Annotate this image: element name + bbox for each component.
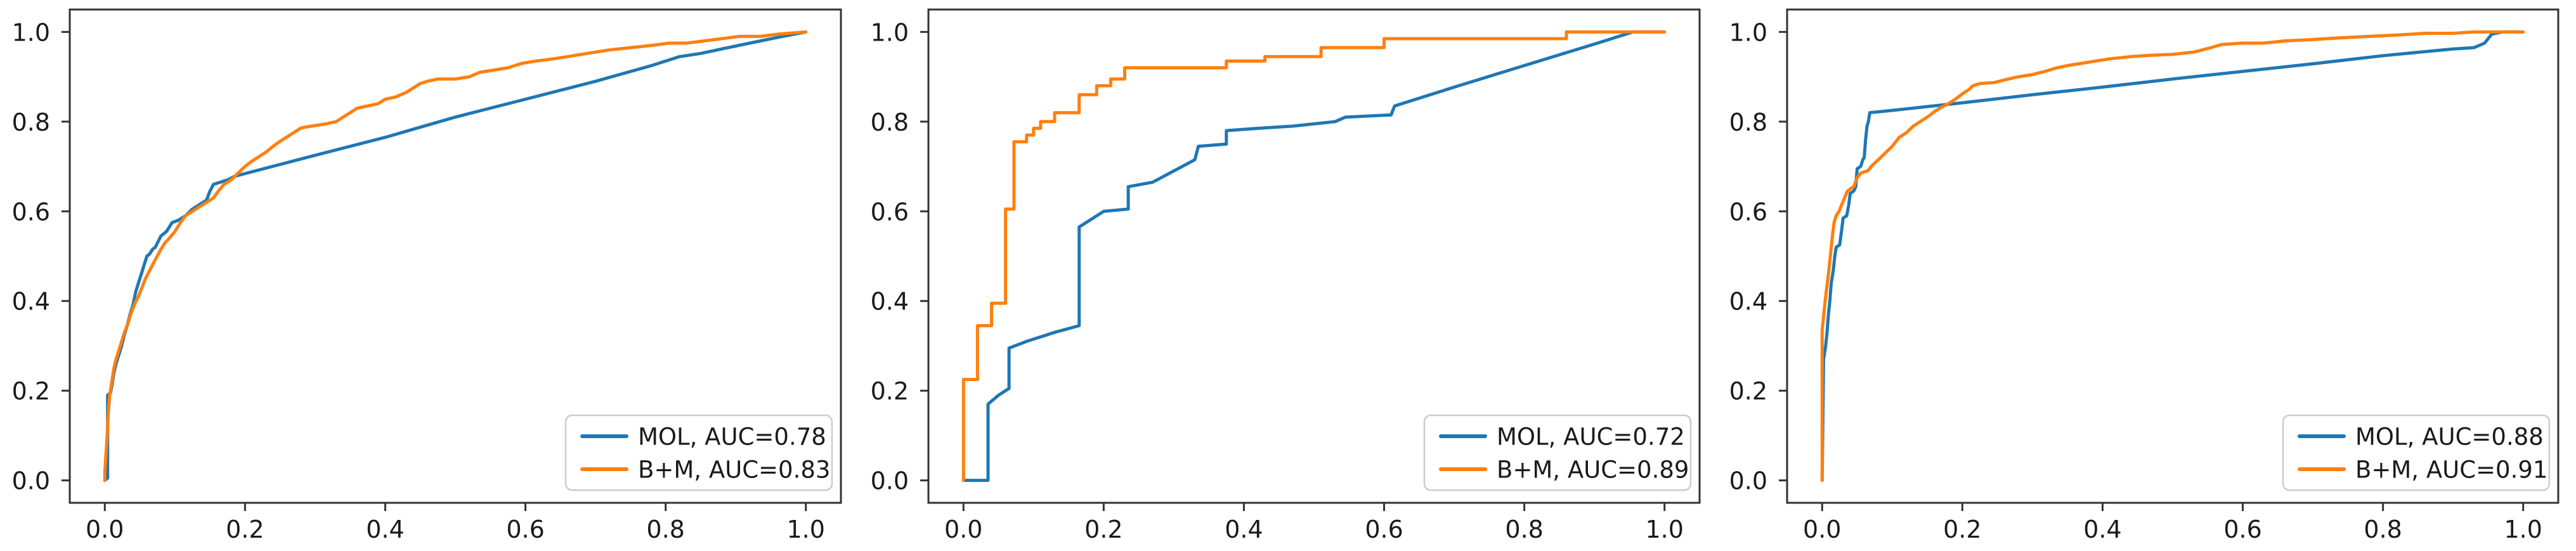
x-tick-label: 0.0: [944, 515, 982, 543]
x-tick-label: 0.6: [506, 515, 544, 543]
axes-spines: [927, 8, 1701, 504]
axes-spines: [1786, 8, 2560, 504]
legend: MOL, AUC=0.72 B+M, AUC=0.89: [1423, 414, 1692, 491]
x-tick-label: 0.4: [2083, 515, 2121, 543]
x-tick-label: 1.0: [2504, 515, 2542, 543]
roc-curve-mol: [961, 30, 1667, 483]
x-tick-label: 0.8: [2364, 515, 2402, 543]
y-tick-label: 0.2: [1729, 377, 1767, 405]
roc-panel-2: 0.0 0.2 0.4 0.6 0.8 1.0 0.0 0.2 0.4 0.6 0.8 1.0 MOL,…: [859, 0, 1717, 551]
roc-curve-bm: [103, 30, 808, 483]
y-tick-label: 0.0: [871, 467, 909, 495]
x-tick-label: 0.8: [646, 515, 684, 543]
y-tick-label: 0.2: [871, 377, 909, 405]
legend-label: MOL, AUC=0.72: [1497, 424, 1685, 451]
roc-plot-1: 0.0 0.2 0.4 0.6 0.8 1.0 0.0 0.2 0.4 0.6 0.8 1.0 MOL,…: [12, 8, 842, 543]
y-tick-label: 0.8: [871, 108, 909, 136]
x-tick-label: 0.4: [1225, 515, 1263, 543]
x-tick-label: 0.0: [1803, 515, 1841, 543]
y-tick-label: 0.6: [871, 198, 909, 226]
legend-label: MOL, AUC=0.78: [638, 424, 826, 451]
axes-spines: [68, 8, 842, 504]
legend-box: [564, 414, 833, 491]
y-tick-label: 0.8: [12, 108, 50, 136]
roc-panel-3: 0.0 0.2 0.4 0.6 0.8 1.0 0.0 0.2 0.4 0.6 0.8 1.0 MOL,…: [1717, 0, 2576, 551]
legend-box: [1423, 414, 1692, 491]
y-tick-label: 1.0: [871, 18, 909, 46]
y-tick-label: 0.6: [1729, 198, 1767, 226]
legend-label: B+M, AUC=0.91: [2355, 457, 2547, 484]
y-tick-label: 0.8: [1729, 108, 1767, 136]
legend-label: B+M, AUC=0.89: [1497, 457, 1689, 484]
x-tick-label: 0.6: [2223, 515, 2261, 543]
roc-curve-bm: [1820, 30, 2525, 483]
roc-plot-2: 0.0 0.2 0.4 0.6 0.8 1.0 0.0 0.2 0.4 0.6 0.8 1.0 MOL,…: [871, 8, 1701, 543]
roc-plot-3: 0.0 0.2 0.4 0.6 0.8 1.0 0.0 0.2 0.4 0.6 0.8 1.0 MOL,…: [1729, 8, 2560, 543]
x-tick-label: 0.0: [86, 515, 124, 543]
legend: MOL, AUC=0.78 B+M, AUC=0.83: [564, 414, 833, 491]
x-tick-label: 0.2: [226, 515, 264, 543]
legend-label: MOL, AUC=0.88: [2355, 424, 2544, 451]
legend: MOL, AUC=0.88 B+M, AUC=0.91: [2282, 414, 2551, 491]
roc-curve-bm: [961, 30, 1667, 483]
x-tick-label: 0.4: [366, 515, 404, 543]
x-tick-label: 1.0: [1646, 515, 1684, 543]
y-tick-label: 0.4: [1729, 288, 1767, 316]
legend-label: B+M, AUC=0.83: [638, 457, 830, 484]
x-tick-label: 0.2: [1943, 515, 1981, 543]
x-tick-label: 1.0: [787, 515, 825, 543]
y-tick-label: 0.0: [1729, 467, 1767, 495]
x-tick-label: 0.8: [1505, 515, 1543, 543]
y-tick-label: 1.0: [1729, 18, 1767, 46]
x-tick-label: 0.2: [1084, 515, 1122, 543]
x-tick-label: 0.6: [1365, 515, 1403, 543]
y-tick-label: 0.2: [12, 377, 50, 405]
roc-panel-1: 0.0 0.2 0.4 0.6 0.8 1.0 0.0 0.2 0.4 0.6 0.8 1.0 MOL,…: [0, 0, 859, 551]
y-tick-label: 0.0: [12, 467, 50, 495]
y-tick-label: 1.0: [12, 18, 50, 46]
y-tick-label: 0.4: [12, 288, 50, 316]
roc-curve-mol: [103, 30, 808, 483]
y-tick-label: 0.6: [12, 198, 50, 226]
legend-box: [2282, 414, 2551, 491]
y-tick-label: 0.4: [871, 288, 909, 316]
roc-curve-mol: [1820, 30, 2525, 483]
